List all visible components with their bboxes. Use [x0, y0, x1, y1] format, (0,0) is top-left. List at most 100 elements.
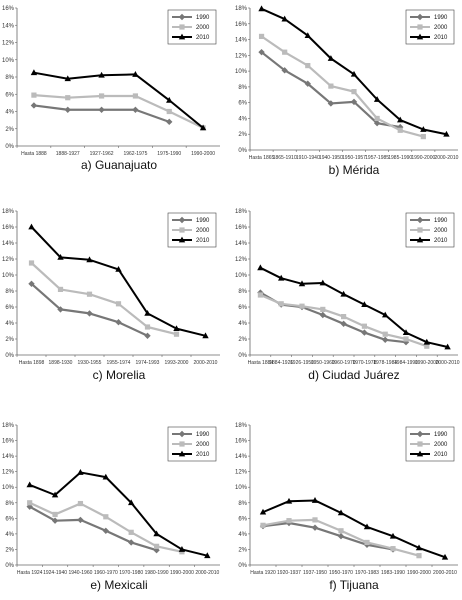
x-tick-label: 1898-1930: [49, 360, 73, 366]
data-point-2000: [338, 528, 344, 534]
data-point-2000: [382, 331, 388, 337]
y-tick-label: 6%: [238, 101, 247, 107]
data-point-2000: [31, 92, 37, 98]
y-tick-label: 14%: [235, 454, 248, 460]
x-tick-label: 1984-1990: [394, 360, 418, 366]
data-point-2000: [299, 303, 305, 309]
data-point-2010: [298, 280, 306, 287]
legend-marker: [417, 24, 423, 30]
y-tick-label: 16%: [2, 439, 15, 445]
data-point-2010: [115, 266, 122, 272]
y-tick-label: 12%: [235, 257, 248, 263]
data-point-2000: [153, 543, 160, 549]
y-tick-label: 2%: [5, 337, 14, 343]
x-tick-label: Hasta 1888: [21, 151, 47, 157]
y-tick-label: 6%: [5, 516, 14, 522]
x-tick-label: 1957-1985: [365, 155, 389, 161]
data-point-2010: [178, 546, 186, 552]
x-tick-label: Hasta 1865: [249, 155, 275, 161]
y-tick-label: 12%: [235, 470, 248, 476]
data-point-2010: [382, 311, 389, 318]
x-tick-label: 1970-1978: [352, 360, 376, 366]
chart-caption: b) Mérida: [329, 163, 380, 177]
data-point-2000: [86, 291, 93, 297]
data-point-2000: [320, 306, 326, 312]
data-point-2010: [389, 532, 397, 539]
y-tick-label: 10%: [2, 58, 15, 64]
y-tick-label: 8%: [238, 289, 247, 295]
data-point-1990: [57, 306, 64, 313]
legend-label: 2000: [434, 25, 448, 31]
data-point-1990: [28, 280, 35, 287]
legend-label: 2000: [196, 442, 210, 448]
legend-label: 2000: [196, 25, 210, 31]
y-tick-label: 14%: [2, 241, 15, 247]
y-tick-label: 18%: [2, 423, 15, 429]
y-tick-label: 10%: [2, 485, 15, 491]
y-tick-label: 16%: [235, 22, 248, 28]
legend-label: 2010: [196, 238, 210, 244]
data-point-2010: [166, 96, 173, 103]
data-point-2000: [27, 500, 33, 506]
x-tick-label: Hasta 1920: [250, 570, 276, 576]
legend-label: 1990: [434, 15, 448, 21]
series-line-1990: [29, 505, 157, 552]
data-point-1990: [64, 106, 71, 113]
data-point-1990: [166, 118, 173, 126]
data-point-2010: [285, 497, 293, 504]
legend-label: 1990: [434, 218, 448, 224]
data-point-2010: [420, 126, 427, 132]
data-point-2010: [204, 552, 211, 559]
legend-marker: [416, 216, 424, 224]
data-point-1990: [327, 100, 335, 107]
chart-3: 0% 2% 4% 6% 8% 10% 12% 14% 16% 18% Hasta 1898 1898-…: [2, 209, 220, 382]
y-tick-label: 2%: [5, 127, 14, 133]
y-tick-label: 4%: [5, 110, 14, 116]
data-point-2010: [98, 71, 105, 78]
legend-marker: [179, 227, 185, 233]
data-point-2000: [312, 517, 318, 523]
x-tick-label: Hasta 1898: [19, 360, 45, 366]
legend-marker: [179, 24, 185, 30]
data-point-1990: [258, 48, 265, 56]
data-point-2000: [424, 343, 430, 349]
x-tick-label: 1970-1980: [119, 570, 143, 576]
chart-2: 0% 2% 4% 6% 8% 10% 12% 14% 16% 18% Hasta 18651865-…: [235, 5, 459, 177]
data-point-1990: [311, 524, 319, 531]
data-point-1990: [132, 106, 139, 113]
y-tick-label: 16%: [2, 6, 15, 12]
data-point-1990: [350, 98, 358, 106]
data-point-1990: [337, 533, 345, 540]
data-point-2010: [415, 544, 423, 551]
y-tick-label: 4%: [5, 321, 14, 327]
data-point-2010: [257, 264, 264, 271]
data-point-2010: [153, 530, 160, 537]
y-tick-label: 16%: [2, 225, 15, 231]
series-line-2010: [262, 499, 446, 559]
data-point-2000: [257, 292, 263, 298]
legend-label: 1990: [196, 432, 210, 438]
x-tick-label: 1983-1990: [381, 570, 405, 576]
data-point-2000: [65, 95, 71, 101]
data-point-1990: [86, 310, 93, 317]
y-tick-label: 18%: [235, 209, 248, 215]
data-point-1990: [30, 102, 38, 109]
data-point-2010: [311, 497, 319, 503]
series-line-1990: [30, 282, 148, 337]
series-line-2000: [259, 293, 428, 348]
x-tick-label: 1990-2000: [170, 570, 194, 576]
legend-marker: [178, 430, 186, 438]
y-tick-label: 0%: [238, 563, 247, 569]
data-point-2010: [127, 499, 135, 506]
series-line-2010: [33, 71, 204, 129]
x-tick-label: 1980-1990: [145, 570, 169, 576]
x-tick-label: 1960-1970: [332, 360, 356, 366]
x-tick-label: 1990-2000: [411, 155, 435, 161]
data-point-2010: [28, 223, 35, 230]
data-point-1990: [77, 516, 84, 524]
legend-marker: [416, 430, 424, 438]
data-point-2000: [328, 83, 334, 89]
legend-label: 2000: [196, 228, 210, 234]
y-tick-label: 8%: [238, 501, 247, 507]
legend-label: 1990: [196, 15, 210, 21]
